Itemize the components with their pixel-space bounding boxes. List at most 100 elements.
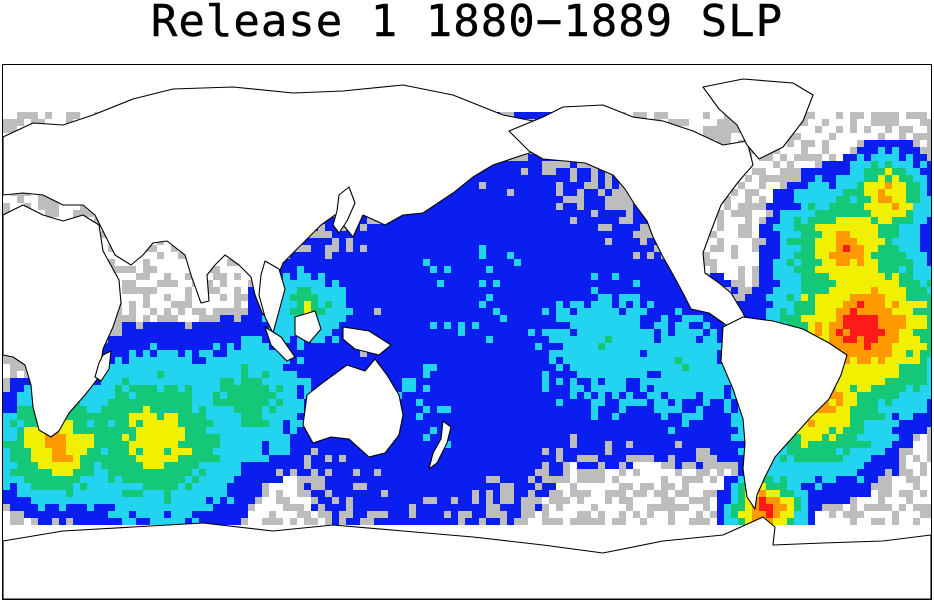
density-cell xyxy=(647,238,654,245)
density-cell xyxy=(563,350,570,357)
density-cell xyxy=(178,427,185,434)
density-cell xyxy=(836,259,843,266)
density-cell xyxy=(885,273,892,280)
density-cell xyxy=(584,343,591,350)
density-cell xyxy=(633,238,640,245)
density-cell xyxy=(857,203,864,210)
density-cell xyxy=(801,210,808,217)
density-cell xyxy=(696,378,703,385)
density-cell xyxy=(381,294,388,301)
density-cell xyxy=(892,280,899,287)
density-cell xyxy=(416,371,423,378)
density-cell xyxy=(675,308,682,315)
density-cell xyxy=(374,294,381,301)
density-cell xyxy=(192,343,199,350)
density-cell xyxy=(115,371,122,378)
density-cell xyxy=(444,385,451,392)
density-cell xyxy=(654,336,661,343)
density-cell xyxy=(927,196,931,203)
density-cell xyxy=(199,392,206,399)
density-cell xyxy=(577,350,584,357)
density-cell xyxy=(612,308,619,315)
density-cell xyxy=(913,133,920,140)
density-cell xyxy=(661,385,668,392)
density-cell xyxy=(563,238,570,245)
density-cell xyxy=(430,322,437,329)
density-cell xyxy=(871,301,878,308)
density-cell xyxy=(927,140,931,147)
density-cell xyxy=(815,266,822,273)
density-cell xyxy=(724,420,731,427)
density-cell xyxy=(234,420,241,427)
density-cell xyxy=(241,322,248,329)
density-cell xyxy=(129,420,136,427)
density-cell xyxy=(626,399,633,406)
density-cell xyxy=(696,420,703,427)
density-cell xyxy=(122,385,129,392)
density-cell xyxy=(626,392,633,399)
density-cell xyxy=(339,308,346,315)
density-cell xyxy=(920,280,927,287)
density-cell xyxy=(682,413,689,420)
density-cell xyxy=(416,224,423,231)
density-cell xyxy=(899,203,906,210)
density-cell xyxy=(654,413,661,420)
density-cell xyxy=(570,175,577,182)
density-cell xyxy=(899,420,906,427)
density-cell xyxy=(122,322,129,329)
density-cell xyxy=(829,392,836,399)
density-cell xyxy=(731,406,738,413)
density-cell xyxy=(654,350,661,357)
density-cell xyxy=(507,392,514,399)
density-cell xyxy=(444,210,451,217)
density-cell xyxy=(829,245,836,252)
density-cell xyxy=(430,231,437,238)
density-cell xyxy=(892,294,899,301)
density-cell xyxy=(479,385,486,392)
density-cell xyxy=(493,343,500,350)
density-cell xyxy=(332,287,339,294)
density-cell xyxy=(297,357,304,364)
density-cell xyxy=(528,231,535,238)
density-cell xyxy=(332,322,339,329)
density-cell xyxy=(605,245,612,252)
density-cell xyxy=(73,210,80,217)
density-cell xyxy=(619,189,626,196)
density-cell xyxy=(514,329,521,336)
density-cell xyxy=(864,406,871,413)
density-cell xyxy=(920,294,927,301)
density-cell xyxy=(507,238,514,245)
density-cell xyxy=(850,266,857,273)
density-cell xyxy=(227,329,234,336)
density-cell xyxy=(857,371,864,378)
density-cell xyxy=(353,315,360,322)
density-cell xyxy=(570,350,577,357)
density-cell xyxy=(857,413,864,420)
density-cell xyxy=(829,154,836,161)
density-cell xyxy=(906,182,913,189)
density-cell xyxy=(374,280,381,287)
density-cell xyxy=(136,329,143,336)
density-cell xyxy=(17,427,24,434)
density-cell xyxy=(528,238,535,245)
density-cell xyxy=(591,413,598,420)
density-cell xyxy=(500,378,507,385)
density-cell xyxy=(857,336,864,343)
density-cell xyxy=(248,315,255,322)
density-cell xyxy=(269,392,276,399)
density-cell xyxy=(724,378,731,385)
density-cell xyxy=(318,294,325,301)
density-cell xyxy=(570,371,577,378)
density-cell xyxy=(192,378,199,385)
density-cell xyxy=(556,161,563,168)
density-cell xyxy=(815,189,822,196)
density-cell xyxy=(633,252,640,259)
density-cell xyxy=(367,357,374,364)
density-cell xyxy=(808,329,815,336)
density-cell xyxy=(241,378,248,385)
density-cell xyxy=(871,147,878,154)
density-cell xyxy=(353,238,360,245)
density-cell xyxy=(164,280,171,287)
density-cell xyxy=(514,231,521,238)
density-cell xyxy=(444,231,451,238)
